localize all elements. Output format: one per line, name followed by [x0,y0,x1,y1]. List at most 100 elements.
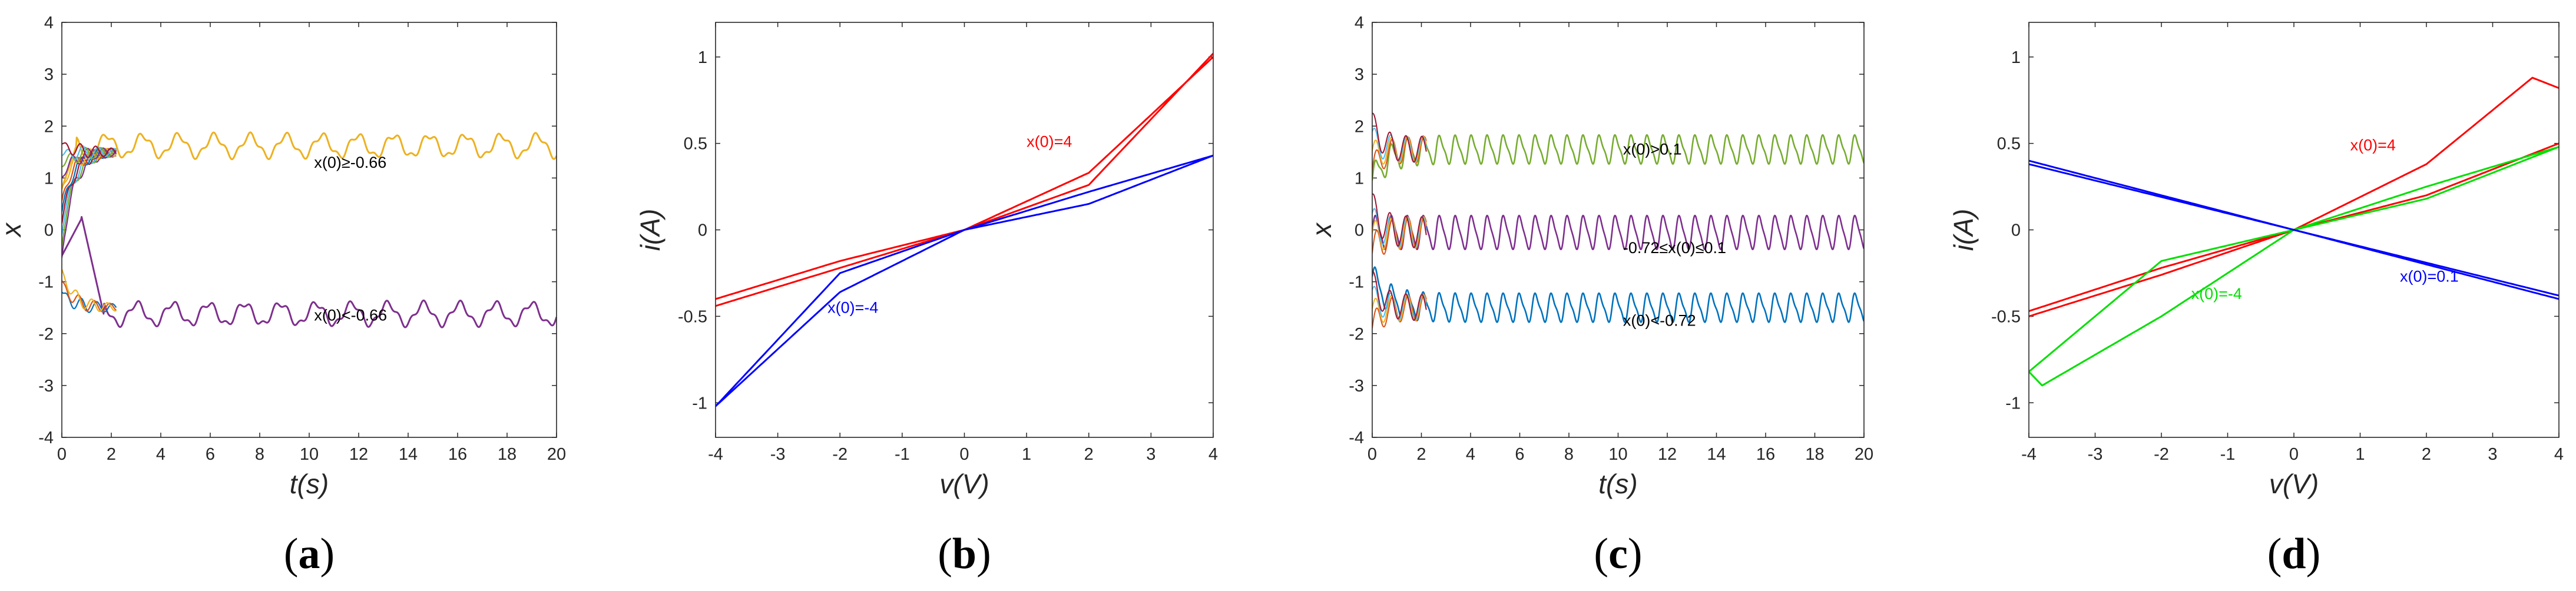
x-tick-label: -1 [895,445,910,464]
y-tick-label: -3 [38,377,54,396]
axes-frame [1372,22,1865,438]
series-x-0-0-1-transient [1372,127,1427,163]
axes-frame [2028,22,2560,438]
x-tick-label: 8 [255,445,264,464]
annotation: x(0)<-0.66 [314,307,387,324]
plot-area [62,131,557,328]
plot-area [2029,77,2559,387]
y-tick-label: 1 [2011,48,2021,67]
x-axis-label: t(s) [290,469,329,499]
x-tick-label: 3 [1146,445,1155,464]
series-transient [62,280,117,313]
series-x-0-0-72-transient [1372,285,1427,321]
x-tick-label: 14 [1707,445,1726,464]
x-tick-label: -4 [2021,445,2037,464]
x-tick-label: 1 [1022,445,1031,464]
series-x-0-4-return [716,52,1213,307]
annotation: x(0)>0.1 [1623,141,1682,158]
y-axis-label: x [0,222,27,238]
x-tick-label: 0 [2289,445,2299,464]
annotation: x(0)=0.1 [2400,268,2459,285]
x-tick-label: 0 [959,445,969,464]
plot-area [1372,112,1864,329]
x-tick-label: 18 [498,445,516,464]
y-tick-label: 2 [1355,117,1364,136]
series-x-0-4-return [2029,146,2559,387]
annotation: x(0)≥-0.66 [314,154,386,171]
series-x-0-4 [716,154,1213,407]
y-tick-label: 3 [44,65,54,84]
panel-label: (b) [938,530,991,578]
y-tick-label: -0.5 [1991,307,2021,326]
series-x-0-0-72-transient [1372,271,1427,321]
series-upper [62,131,557,189]
annotation: x(0)=-4 [2191,285,2242,303]
y-axis-label: x [1306,222,1337,238]
x-tick-label: 20 [1855,445,1873,464]
y-tick-label: -2 [1349,325,1364,344]
panel-b: -4 -3 -2 -1 0 1 2 3 4 -1 -0.5 0 0.5 1 x(0)=4 x(0)=-4 v(V… [635,22,1218,578]
x-tick-label: 2 [2422,445,2431,464]
series--0-72-x-0-0-1-transient [1372,193,1427,248]
y-axis-label: i(A) [635,209,665,251]
panel-label: (c) [1594,530,1642,578]
x-tick-label: -4 [708,445,723,464]
panel-a: 0 2 4 6 8 10 12 14 16 18 20-4-3-2-101234x(0)≥-0.66… [0,14,566,578]
series--0-72-x-0-0-1 [1372,214,1864,250]
x-tick-label: 16 [1756,445,1775,464]
y-tick-label: -1 [2005,394,2021,413]
y-tick-label: 0 [44,221,54,240]
y-tick-label: 0 [698,221,707,240]
annotation: x(0)=4 [1027,133,1072,151]
x-tick-label: 6 [1515,445,1524,464]
annotation: x(0)=4 [2350,136,2396,154]
series-x-0-0-1-return [2029,163,2559,300]
x-tick-label: -2 [2154,445,2169,464]
y-tick-label: -4 [1349,429,1364,447]
x-tick-label: 6 [206,445,215,464]
series-transient [62,269,117,312]
annotation: -0.72≤x(0)≤0.1 [1623,239,1726,257]
x-tick-label: -3 [2088,445,2103,464]
y-tick-label: -1 [1349,273,1364,292]
x-tick-label: -1 [2220,445,2236,464]
x-tick-label: 14 [399,445,418,464]
y-tick-label: -3 [1349,377,1364,396]
x-axis-label: t(s) [1598,469,1637,499]
y-tick-label: 1 [1355,169,1364,188]
series-x-0-4-return [716,154,1213,407]
y-tick-label: 0 [1355,221,1364,240]
panel-c: 0 2 4 6 8 10 12 14 16 18 20-4-3-2-101234x(0)>0.1-0… [1306,14,1873,578]
y-tick-label: -2 [38,325,54,344]
x-tick-label: 16 [448,445,467,464]
x-tick-label: 18 [1805,445,1824,464]
y-tick-label: 0.5 [1997,135,2021,154]
x-tick-label: 12 [349,445,368,464]
x-tick-label: 4 [1466,445,1475,464]
series-x-0-0-1 [1372,134,1864,181]
y-tick-label: -1 [38,273,54,292]
series-x-0-0-72-transient [1372,294,1427,323]
series-transient [62,142,117,158]
y-tick-label: -0.5 [678,307,707,326]
x-tick-label: 20 [547,445,566,464]
series-x-0-0-1-transient [1372,112,1427,163]
x-tick-label: 1 [2355,445,2365,464]
axes-frame [61,22,557,438]
series-x-0-0-1 [2029,160,2559,297]
panel-label: (d) [2267,530,2320,578]
x-tick-label: 4 [1208,445,1218,464]
panel-label: (a) [284,530,335,578]
x-tick-label: 4 [2554,445,2564,464]
y-tick-label: 2 [44,117,54,136]
series-lower [62,216,557,328]
x-tick-label: 2 [1416,445,1426,464]
series-x-0-0-72 [1372,266,1864,323]
y-tick-label: 4 [44,14,54,32]
x-tick-label: -3 [770,445,786,464]
x-axis-label: v(V) [939,469,989,499]
y-tick-label: 3 [1355,65,1364,84]
annotation: x(0)<-0.72 [1623,312,1696,330]
y-axis-label: i(A) [1948,209,1979,251]
plot-area [716,52,1213,407]
